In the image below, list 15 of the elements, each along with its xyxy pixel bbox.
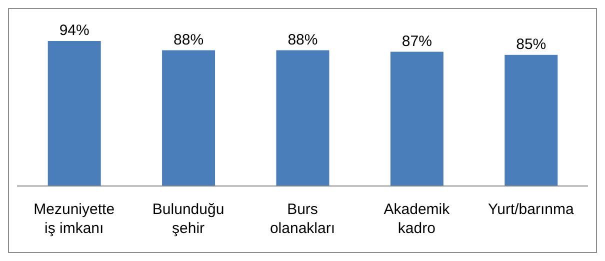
x-tick-label: Yurt/barınma: [488, 201, 574, 218]
x-tick-label: Akademik kadro: [384, 201, 450, 237]
bar: [504, 54, 558, 186]
data-label: 88%: [288, 31, 318, 48]
data-label: 87%: [402, 32, 432, 50]
x-tick-label: Bulunduğu şehir: [152, 201, 224, 237]
bar: [162, 50, 216, 186]
x-tick-label: Mezuniyette iş imkanı: [34, 201, 115, 237]
data-label: 88%: [174, 31, 204, 48]
bar: [390, 52, 444, 186]
bar: [276, 50, 330, 186]
data-label: 94%: [59, 22, 90, 39]
bar: [48, 41, 101, 186]
x-tick-label: Burs olanakları: [270, 201, 336, 237]
data-label: 85%: [516, 36, 546, 53]
